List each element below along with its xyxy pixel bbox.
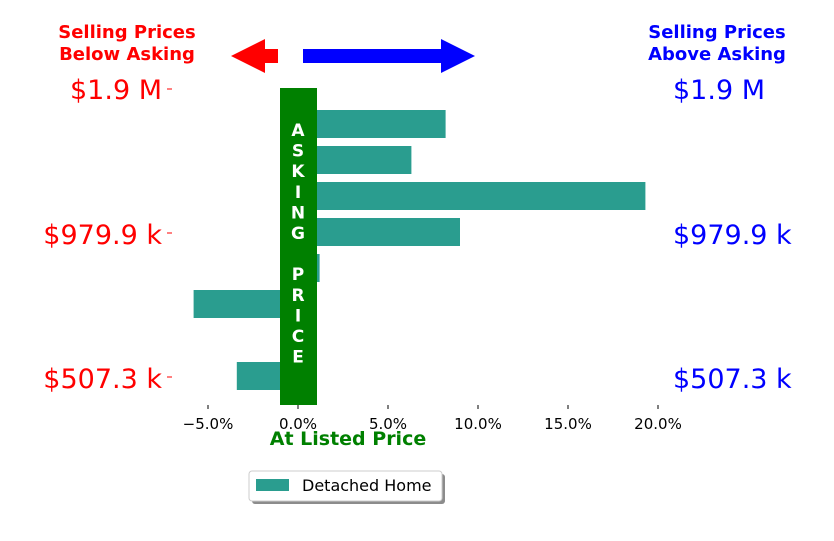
- x-tick-label-4: 15.0%: [544, 415, 592, 433]
- x-tick-label-3: 10.0%: [454, 415, 502, 433]
- band-letter-9: I: [295, 306, 301, 326]
- below-asking-title-line1: Selling Prices: [58, 22, 195, 43]
- left-price-label-top: $1.9 M: [70, 75, 162, 106]
- band-letter-1: S: [292, 142, 304, 162]
- band-letter-3: I: [295, 183, 301, 203]
- band-letter-10: C: [292, 327, 304, 347]
- legend-box: [248, 470, 443, 502]
- left-price-label-bottom: $507.3 k: [43, 364, 162, 395]
- right-price-label-bottom: $507.3 k: [673, 364, 792, 395]
- x-tick-label-0: −5.0%: [183, 415, 234, 433]
- x-axis: −5.0% 0.0% 5.0% 10.0% 15.0% 20.0%: [183, 405, 682, 433]
- band-letter-11: E: [292, 348, 304, 368]
- x-tick-label-2: 5.0%: [369, 415, 407, 433]
- legend-swatch: [256, 479, 289, 491]
- right-price-label-top: $1.9 M: [673, 75, 765, 106]
- band-letter-7: P: [292, 265, 304, 285]
- band-letter-2: K: [291, 162, 305, 182]
- right-price-label-mid: $979.9 k: [673, 220, 792, 251]
- right-arrow-icon: [303, 39, 475, 73]
- band-letter-5: G: [291, 224, 305, 244]
- x-tick-label-1: 0.0%: [279, 415, 317, 433]
- band-letter-0: A: [291, 121, 305, 141]
- above-asking-title-line2: Above Asking: [648, 44, 786, 65]
- bar-3: [298, 218, 460, 246]
- legend-label: Detached Home: [302, 476, 432, 495]
- bar-0: [298, 110, 446, 138]
- legend: Detached Home: [248, 470, 445, 504]
- asking-price-band: [280, 88, 317, 405]
- above-asking-title-line1: Selling Prices: [648, 22, 785, 43]
- below-asking-title-line2: Below Asking: [59, 44, 195, 65]
- band-letter-8: R: [291, 286, 304, 306]
- bar-2: [298, 182, 646, 210]
- left-price-label-mid: $979.9 k: [43, 220, 162, 251]
- band-letter-4: N: [291, 203, 305, 223]
- x-axis-label: At Listed Price: [270, 428, 426, 450]
- bars-group: [193, 110, 646, 390]
- left-arrow-icon: [231, 39, 278, 73]
- x-tick-label-5: 20.0%: [634, 415, 682, 433]
